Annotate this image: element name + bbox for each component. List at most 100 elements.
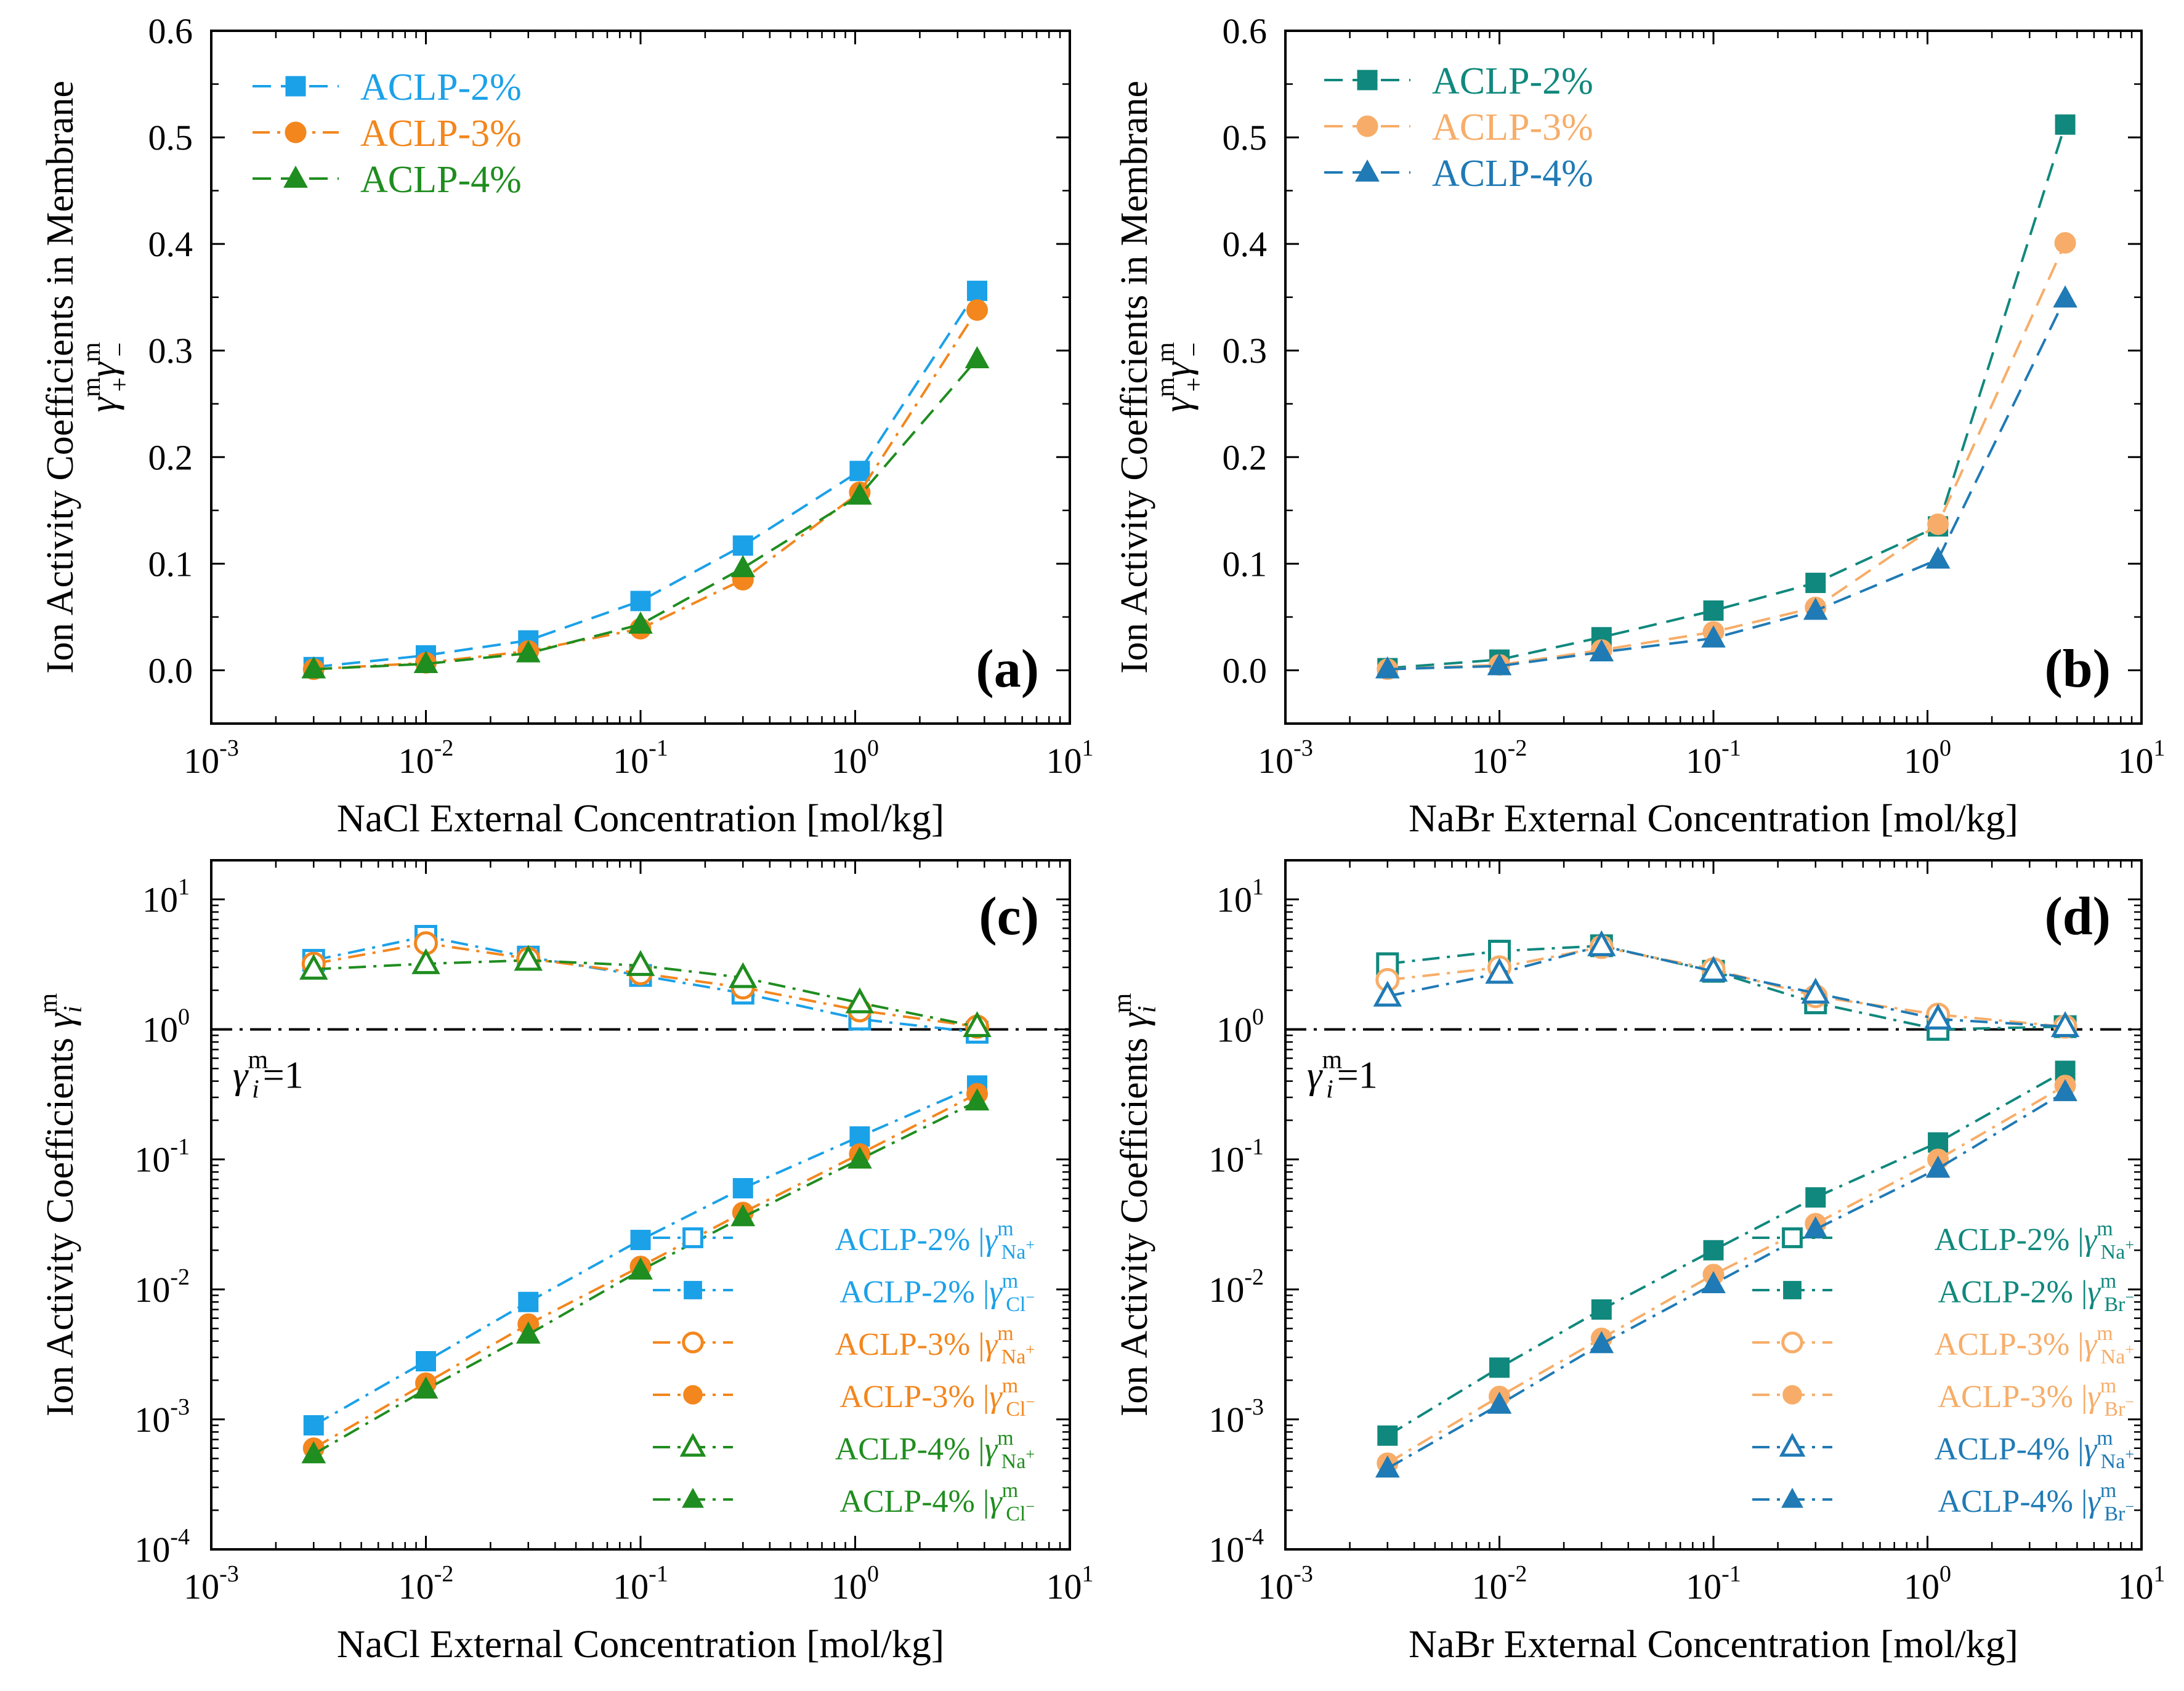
- data-point: [1701, 1271, 1726, 1293]
- x-tick-label: 10-2: [1472, 1561, 1527, 1607]
- y-tick-label: 10-2: [1208, 1264, 1264, 1310]
- legend-marker: [1356, 115, 1378, 137]
- y-tick-label: 0.1: [1223, 544, 1268, 584]
- data-point: [630, 1230, 651, 1251]
- data-point: [730, 1204, 756, 1227]
- data-point: [299, 953, 328, 980]
- legend-item: ACLP-4% |γm Na+: [1752, 1427, 2134, 1473]
- x-axis-label: NaCl External Concentration [mol/kg]: [337, 796, 944, 840]
- y-axis-label: Ion Activity Coefficients γim: [34, 993, 87, 1416]
- x-tick-label: 101: [2118, 735, 2166, 781]
- y-tick-label: 0.1: [148, 544, 193, 584]
- data-point: [516, 1321, 541, 1344]
- y-tick-label: 100: [142, 1004, 190, 1050]
- series-line: [1387, 297, 2066, 671]
- x-tick-label: 10-2: [1472, 735, 1527, 781]
- data-point: [1485, 958, 1514, 984]
- legend-item: ACLP-3%: [1324, 107, 1593, 148]
- legend-item: ACLP-4% |γm Na+: [653, 1427, 1035, 1473]
- x-tick-label: 10-1: [1686, 1561, 1741, 1607]
- legend-marker: [682, 1331, 704, 1354]
- legend-item: ACLP-3% |γm Br−: [1752, 1374, 2134, 1421]
- x-tick-label: 101: [2118, 1561, 2166, 1607]
- data-point: [1925, 1155, 1951, 1178]
- data-point: [1927, 513, 1949, 535]
- series-ACLP-4pct: [301, 346, 990, 679]
- data-point: [303, 1415, 324, 1436]
- legend-label: ACLP-4% |γm Na+: [835, 1427, 1035, 1473]
- legend-marker: [1781, 1487, 1803, 1508]
- series-line: [1387, 124, 2067, 669]
- series-ACLP-4pct: [1375, 285, 2077, 679]
- y-tick-label: 10-3: [1208, 1394, 1264, 1440]
- data-point: [1805, 573, 1826, 594]
- data-point: [849, 1126, 870, 1147]
- data-point: [1589, 639, 1614, 661]
- x-tick-label: 100: [1904, 735, 1951, 781]
- y-axis-label-math: γm+γm−: [78, 342, 134, 412]
- x-tick-label: 10-3: [1258, 1561, 1313, 1607]
- legend-item: ACLP-4%: [253, 159, 522, 201]
- y-tick-label: 0.2: [148, 437, 193, 477]
- data-point: [626, 950, 655, 976]
- data-point: [1703, 600, 1724, 621]
- y-tick-label: 0.4: [1223, 224, 1268, 264]
- legend-marker: [682, 1487, 704, 1508]
- x-axis: 10-3 10-2 10-1 100 101 NaCl External Concentr…: [184, 860, 1094, 1666]
- legend-label: ACLP-2% |γm Br−: [1938, 1270, 2134, 1316]
- data-point: [966, 299, 989, 321]
- y-tick-label: 10-1: [134, 1134, 190, 1180]
- data-point: [301, 1441, 326, 1464]
- data-point: [1373, 980, 1402, 1007]
- data-point: [963, 1011, 992, 1038]
- legend-item: ACLP-3%: [253, 113, 522, 155]
- data-point: [2053, 1079, 2077, 1102]
- reference-line-label: γm i=1: [1307, 1046, 1378, 1104]
- data-point: [1699, 956, 1728, 982]
- data-point: [514, 945, 543, 971]
- y-axis: 10-4 10-3 10-2 10-1 100 101 Ion Activity Coeff…: [1109, 859, 2142, 1570]
- panel-label: (c): [979, 887, 1039, 946]
- data-point: [416, 1351, 436, 1372]
- y-tick-label: 10-4: [134, 1524, 190, 1570]
- series-ACLP-4pct-Na: [1373, 930, 2080, 1038]
- panel-a: 10-3 10-2 10-1 100 101 NaCl External Concentr…: [39, 11, 1094, 840]
- x-tick-label: 100: [1904, 1561, 1951, 1607]
- data-point: [1703, 1240, 1724, 1261]
- legend-item: ACLP-2% |γm Br−: [1752, 1270, 2134, 1316]
- y-tick-label: 10-3: [134, 1394, 190, 1440]
- data-point: [1801, 977, 1830, 1004]
- x-tick-label: 10-1: [613, 1561, 668, 1607]
- series-line: [1387, 242, 2066, 671]
- x-axis-label: NaCl External Concentration [mol/kg]: [337, 1622, 944, 1666]
- y-tick-label: 0.6: [148, 11, 193, 51]
- data-point: [1925, 546, 1951, 569]
- legend-marker: [285, 76, 306, 97]
- x-axis: 10-3 10-2 10-1 100 101 NaBr External Concentr…: [1258, 860, 2166, 1666]
- series-ACLP-4pct-Na: [299, 945, 992, 1038]
- data-point: [732, 535, 753, 556]
- legend-item: ACLP-4%: [1324, 153, 1593, 195]
- data-point: [2054, 232, 2076, 254]
- x-tick-label: 10-2: [398, 735, 454, 781]
- y-tick-label: 0.0: [1223, 650, 1268, 690]
- legend-marker: [1782, 1227, 1803, 1248]
- y-tick-label: 101: [142, 874, 190, 920]
- y-tick-label: 0.6: [1223, 11, 1268, 51]
- series-ACLP-4pct-Br: [1375, 1079, 2077, 1478]
- legend-label: ACLP-3%: [360, 113, 522, 155]
- panel-label: (a): [976, 639, 1039, 699]
- reference-line-label: γm i=1: [233, 1046, 304, 1104]
- legend-item: ACLP-2% |γm Na+: [653, 1217, 1035, 1264]
- x-tick-label: 10-1: [1686, 735, 1741, 781]
- data-point: [1803, 597, 1828, 620]
- legend-label: ACLP-2% |γm Cl−: [839, 1270, 1035, 1316]
- legend-marker: [1781, 1331, 1803, 1354]
- legend-marker: [1783, 1281, 1802, 1299]
- data-point: [1805, 1187, 1826, 1208]
- y-tick-label: 10-1: [1208, 1134, 1264, 1180]
- series-ACLP-2pct: [1377, 114, 2076, 679]
- x-tick-label: 10-3: [184, 735, 239, 781]
- x-tick-label: 101: [1046, 735, 1094, 781]
- legend-label: ACLP-2% |γm Na+: [835, 1217, 1035, 1264]
